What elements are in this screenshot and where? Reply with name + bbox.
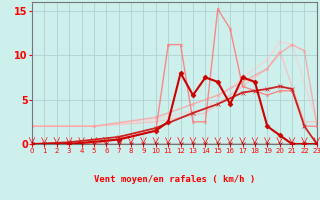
Text: Vent moyen/en rafales ( km/h ): Vent moyen/en rafales ( km/h ) (94, 175, 255, 184)
